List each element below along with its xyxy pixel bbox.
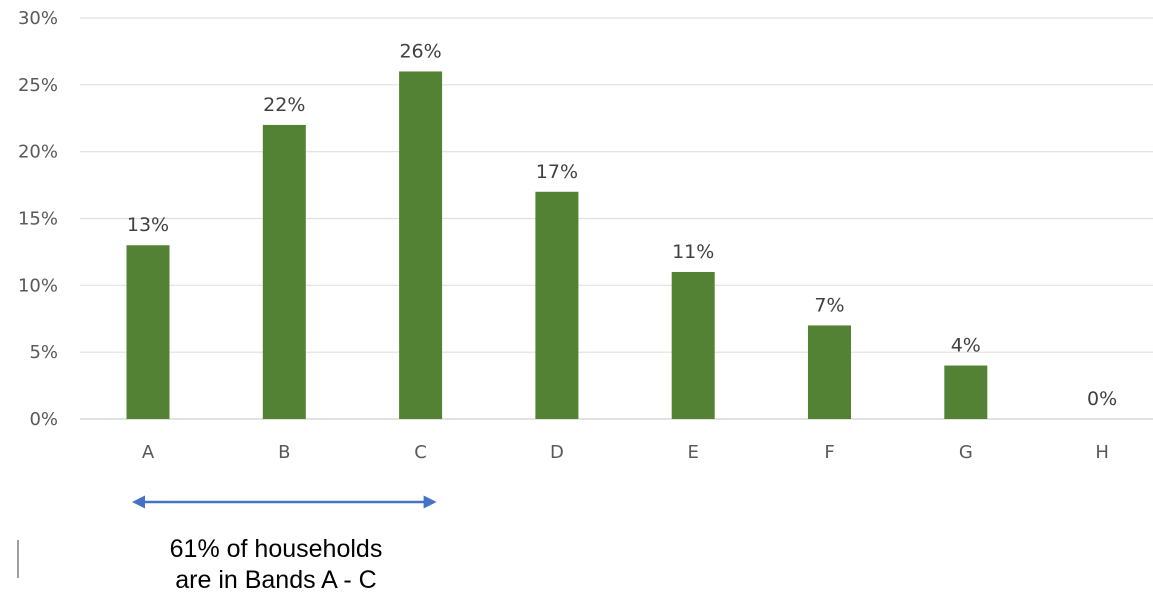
range-arrow-left-head bbox=[132, 495, 145, 509]
data-label-e: 11% bbox=[672, 241, 714, 263]
bar-e bbox=[671, 271, 715, 419]
bar-d bbox=[535, 191, 579, 419]
data-labels: 13% 22% 26% 17% 11% 7% 4% 0% bbox=[127, 40, 1117, 410]
annotation-line-1: 61% of households bbox=[170, 535, 383, 563]
y-axis-tick-labels: 0% 5% 10% 15% 20% 25% 30% bbox=[18, 8, 58, 430]
x-tick-label-c: C bbox=[414, 442, 427, 463]
data-label-g: 4% bbox=[951, 335, 981, 357]
data-label-f: 7% bbox=[814, 294, 844, 316]
bar-a bbox=[126, 245, 170, 419]
x-tick-label-d: D bbox=[550, 442, 564, 463]
data-label-b: 22% bbox=[263, 94, 305, 116]
bar-g bbox=[944, 365, 988, 419]
bars bbox=[126, 71, 988, 419]
x-axis-tick-labels: A B C D E F G H bbox=[142, 442, 1109, 463]
x-tick-label-h: H bbox=[1095, 442, 1109, 463]
x-tick-label-g: G bbox=[959, 442, 973, 463]
bar-b bbox=[262, 124, 306, 419]
data-label-d: 17% bbox=[536, 161, 578, 183]
x-tick-label-b: B bbox=[278, 442, 290, 463]
bar-f bbox=[808, 325, 851, 419]
y-tick-label: 15% bbox=[18, 209, 58, 230]
y-tick-label: 10% bbox=[18, 275, 58, 296]
y-tick-label: 5% bbox=[29, 342, 58, 363]
y-tick-label: 0% bbox=[29, 409, 58, 430]
x-tick-label-a: A bbox=[142, 442, 155, 463]
range-arrow-right-head bbox=[423, 495, 437, 509]
gridlines bbox=[80, 17, 1153, 420]
annotation-line-2: are in Bands A - C bbox=[175, 566, 377, 593]
data-label-c: 26% bbox=[399, 40, 441, 62]
bar-c bbox=[399, 71, 443, 419]
x-tick-label-e: E bbox=[688, 442, 699, 463]
y-tick-label: 30% bbox=[18, 8, 58, 29]
annotation: 61% of households are in Bands A - C bbox=[132, 495, 437, 593]
x-tick-label-f: F bbox=[824, 442, 834, 463]
data-label-a: 13% bbox=[127, 214, 169, 236]
y-tick-label: 20% bbox=[18, 142, 58, 163]
y-tick-label: 25% bbox=[18, 75, 58, 96]
data-label-h: 0% bbox=[1087, 388, 1117, 410]
